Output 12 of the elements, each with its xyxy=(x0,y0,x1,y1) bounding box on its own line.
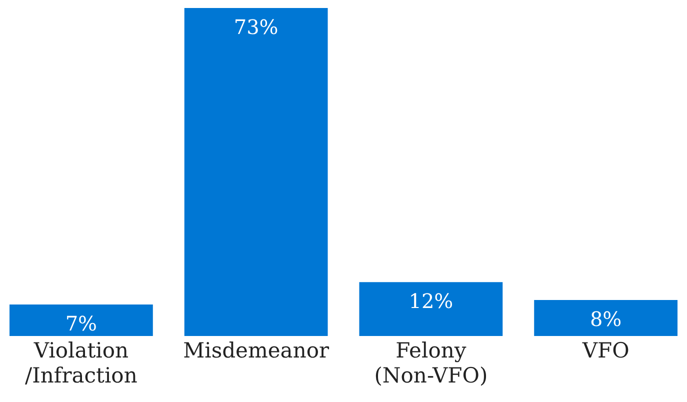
bar xyxy=(184,8,328,336)
x-tick-label: Violation /Infraction xyxy=(25,338,138,388)
data-label: 12% xyxy=(408,289,454,314)
data-label: 8% xyxy=(590,307,622,332)
data-label: 73% xyxy=(234,15,278,39)
bar xyxy=(534,300,678,336)
x-tick-label: VFO xyxy=(581,338,630,362)
data-label: 7% xyxy=(65,312,98,336)
bar xyxy=(9,304,153,336)
x-tick-label: Misdemeanor xyxy=(183,338,330,362)
bar xyxy=(359,282,503,336)
x-tick-label: Felony (Non-VFO) xyxy=(374,338,488,388)
